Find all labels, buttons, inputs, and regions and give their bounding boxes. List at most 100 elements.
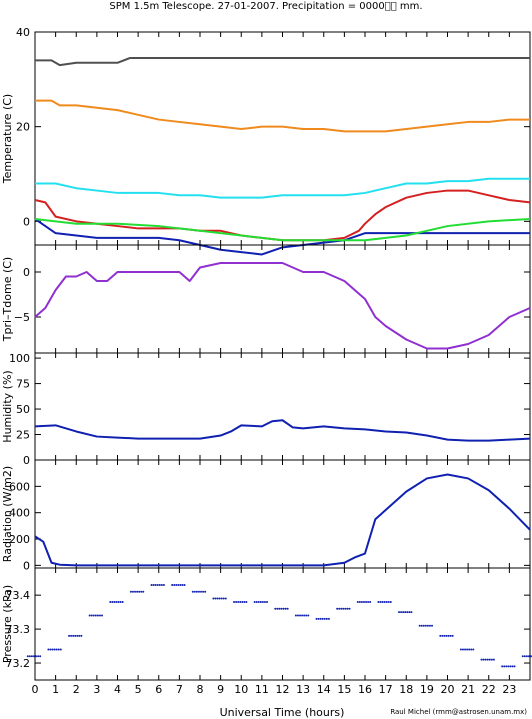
- data-point: [521, 655, 524, 658]
- data-point: [193, 590, 196, 593]
- data-point: [101, 614, 104, 617]
- data-point: [509, 665, 512, 668]
- series-line-1: [34, 262, 531, 350]
- data-point: [346, 607, 349, 610]
- data-point: [441, 634, 444, 637]
- data-point: [525, 655, 528, 658]
- data-point: [325, 617, 328, 620]
- series-line-6: [34, 217, 531, 242]
- data-point: [245, 600, 248, 603]
- data-point: [383, 600, 386, 603]
- data-point: [286, 607, 289, 610]
- data-point: [237, 600, 240, 603]
- data-point: [243, 600, 246, 603]
- data-point: [202, 590, 205, 593]
- y-tick-label: 0: [23, 454, 30, 467]
- data-point: [327, 617, 330, 620]
- data-point: [305, 614, 308, 617]
- data-point: [367, 600, 370, 603]
- data-point: [443, 634, 446, 637]
- data-point: [47, 648, 50, 651]
- data-point: [55, 648, 58, 651]
- y-tick-label: 25: [16, 429, 30, 442]
- data-point: [484, 658, 487, 661]
- data-point: [117, 600, 120, 603]
- data-point: [490, 658, 493, 661]
- x-tick-label: 0: [32, 683, 39, 696]
- data-point: [28, 655, 31, 658]
- x-tick-label: 10: [234, 683, 248, 696]
- data-point: [26, 655, 29, 658]
- data-point: [523, 655, 526, 658]
- data-point: [57, 648, 60, 651]
- series-line-1: [34, 473, 531, 567]
- data-point: [482, 658, 485, 661]
- data-point: [323, 617, 326, 620]
- data-point: [136, 590, 139, 593]
- data-point: [49, 648, 52, 651]
- data-point: [398, 611, 401, 614]
- data-point: [233, 600, 236, 603]
- data-point: [276, 607, 279, 610]
- data-point: [480, 658, 483, 661]
- data-point: [449, 634, 452, 637]
- data-point: [261, 600, 264, 603]
- data-point: [177, 583, 180, 586]
- data-point: [109, 600, 112, 603]
- y-tick-label: 50: [16, 403, 30, 416]
- data-point: [181, 583, 184, 586]
- data-point: [356, 600, 359, 603]
- data-point: [160, 583, 163, 586]
- data-point: [30, 655, 33, 658]
- data-point: [204, 590, 207, 593]
- data-point: [410, 611, 413, 614]
- data-point: [111, 600, 114, 603]
- data-point: [365, 600, 368, 603]
- x-tick-label: 16: [358, 683, 372, 696]
- data-point: [92, 614, 95, 617]
- data-point: [263, 600, 266, 603]
- data-point: [32, 655, 35, 658]
- data-point: [138, 590, 141, 593]
- data-point: [299, 614, 302, 617]
- data-point: [266, 600, 269, 603]
- data-point: [470, 648, 473, 651]
- series-line-1: [35, 57, 530, 67]
- data-point: [152, 583, 155, 586]
- data-point: [162, 583, 165, 586]
- data-point: [406, 611, 409, 614]
- data-point: [428, 624, 431, 627]
- y-tick-label: 600: [9, 480, 30, 493]
- data-point: [80, 634, 83, 637]
- data-point: [257, 600, 260, 603]
- data-point: [513, 665, 516, 668]
- series-line-2: [35, 99, 530, 133]
- data-point: [282, 607, 285, 610]
- data-point: [214, 597, 217, 600]
- x-tick-label: 12: [276, 683, 290, 696]
- data-point: [72, 634, 75, 637]
- y-tick-label: 0: [23, 559, 30, 572]
- panel-frame: [34, 567, 531, 681]
- data-point: [315, 617, 318, 620]
- data-point: [253, 600, 256, 603]
- y-tick-label: 200: [9, 533, 30, 546]
- x-tick-label: 11: [255, 683, 269, 696]
- data-point: [505, 665, 508, 668]
- x-tick-label: 14: [317, 683, 331, 696]
- data-point: [418, 624, 421, 627]
- y-axis-label: Temperature (C): [1, 94, 14, 184]
- x-tick-label: 21: [461, 683, 475, 696]
- y-tick-label: 0: [23, 266, 30, 279]
- data-point: [486, 658, 489, 661]
- x-tick-label: 15: [337, 683, 351, 696]
- data-point: [90, 614, 93, 617]
- y-tick-label: 100: [9, 352, 30, 365]
- data-point: [74, 634, 77, 637]
- data-point: [175, 583, 178, 586]
- data-point: [317, 617, 320, 620]
- data-point: [507, 665, 510, 668]
- x-tick-label: 22: [482, 683, 496, 696]
